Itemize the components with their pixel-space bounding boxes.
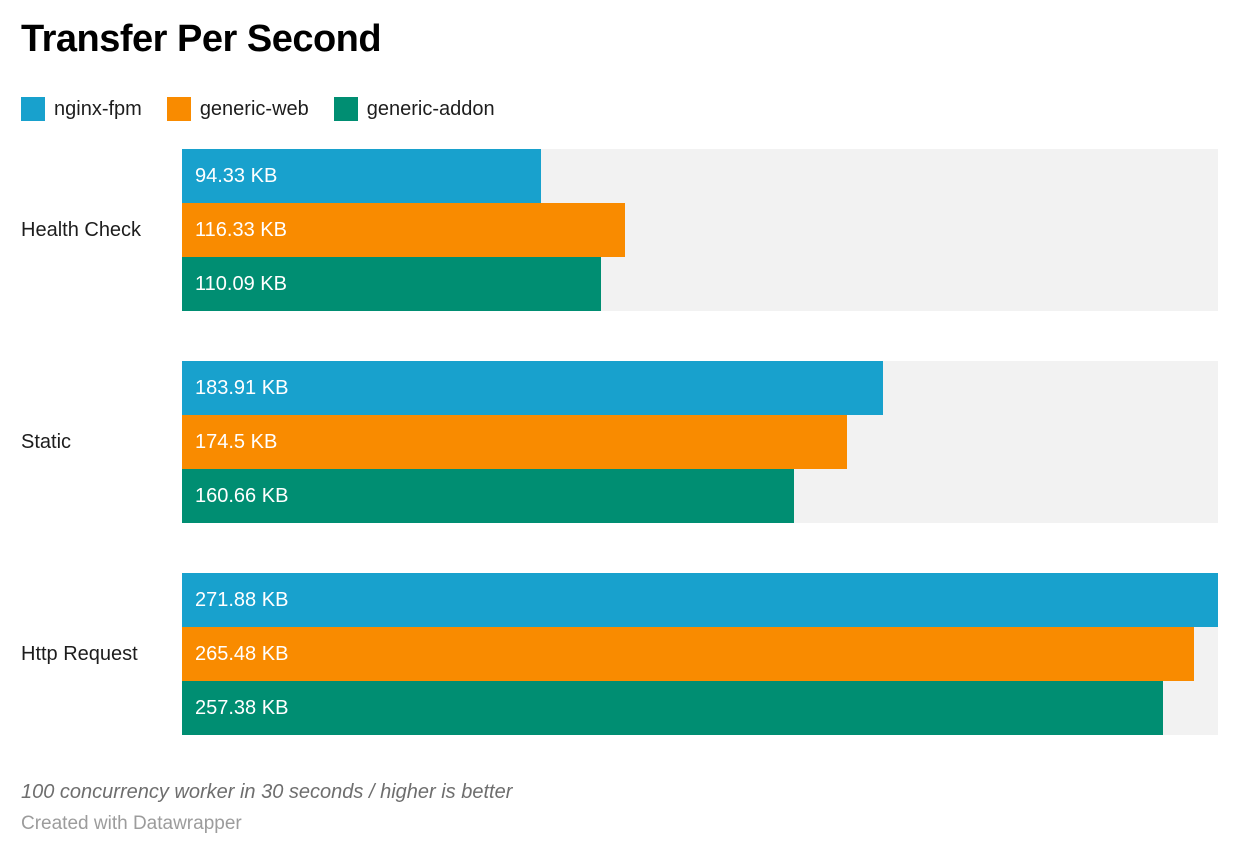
bar-track: 160.66 KB bbox=[182, 469, 1218, 523]
bar-value-label: 116.33 KB bbox=[195, 218, 287, 241]
bar-generic-web: 174.5 KB bbox=[182, 415, 847, 469]
legend-swatch-icon bbox=[333, 97, 358, 121]
bar-generic-addon: 257.38 KB bbox=[182, 681, 1163, 735]
legend-label: nginx-fpm bbox=[54, 98, 142, 120]
bar-track: 94.33 KB bbox=[182, 149, 1218, 203]
legend-label: generic-web bbox=[199, 98, 309, 120]
bar-value-label: 265.48 KB bbox=[195, 642, 289, 665]
bar-generic-addon: 160.66 KB bbox=[182, 469, 795, 523]
bar-group: Http Request 271.88 KB 265.48 KB 257.38 KB bbox=[21, 573, 1218, 735]
bar-track: 110.09 KB bbox=[182, 257, 1218, 311]
bar-track: 174.5 KB bbox=[182, 415, 1218, 469]
bar-track: 271.88 KB bbox=[182, 573, 1218, 627]
bar-track: 116.33 KB bbox=[182, 203, 1218, 257]
bar-value-label: 257.38 KB bbox=[195, 696, 289, 719]
bar-value-label: 174.5 KB bbox=[195, 430, 278, 453]
bar-value-label: 271.88 KB bbox=[195, 588, 289, 611]
legend-item-generic-web: generic-web bbox=[166, 97, 309, 121]
category-label: Health Check bbox=[21, 218, 142, 241]
bar-nginx-fpm: 271.88 KB bbox=[182, 573, 1218, 627]
legend-item-generic-addon: generic-addon bbox=[333, 97, 495, 121]
bar-group: Static 183.91 KB 174.5 KB 160.66 KB bbox=[21, 361, 1218, 523]
bar-rows: 271.88 KB 265.48 KB 257.38 KB bbox=[182, 573, 1218, 735]
bar-generic-web: 116.33 KB bbox=[182, 203, 626, 257]
bar-chart: Health Check 94.33 KB 116.33 KB 110.09 KB St… bbox=[21, 149, 1218, 735]
category-label: Http Request bbox=[21, 642, 138, 665]
legend-swatch-icon bbox=[166, 97, 191, 121]
legend-item-nginx-fpm: nginx-fpm bbox=[21, 97, 142, 121]
bar-value-label: 94.33 KB bbox=[195, 164, 278, 187]
bar-generic-web: 265.48 KB bbox=[182, 627, 1194, 681]
bar-track: 183.91 KB bbox=[182, 361, 1218, 415]
bar-generic-addon: 110.09 KB bbox=[182, 257, 602, 311]
legend-label: generic-addon bbox=[366, 98, 495, 120]
bar-value-label: 110.09 KB bbox=[195, 272, 287, 295]
chart-note: 100 concurrency worker in 30 seconds / h… bbox=[21, 781, 513, 803]
chart-title: Transfer Per Second bbox=[21, 18, 382, 60]
bar-nginx-fpm: 183.91 KB bbox=[182, 361, 883, 415]
bar-value-label: 160.66 KB bbox=[195, 484, 289, 507]
chart-container: Transfer Per Second nginx-fpm generic-web… bbox=[21, 18, 1218, 834]
bar-rows: 94.33 KB 116.33 KB 110.09 KB bbox=[182, 149, 1218, 311]
bar-track: 265.48 KB bbox=[182, 627, 1218, 681]
bar-group: Health Check 94.33 KB 116.33 KB 110.09 KB bbox=[21, 149, 1218, 311]
category-label: Static bbox=[21, 430, 72, 453]
legend-swatch-icon bbox=[21, 97, 45, 121]
bar-nginx-fpm: 94.33 KB bbox=[182, 149, 542, 203]
datawrapper-attribution: Created with Datawrapper bbox=[21, 813, 242, 834]
bar-track: 257.38 KB bbox=[182, 681, 1218, 735]
bar-value-label: 183.91 KB bbox=[195, 376, 289, 399]
legend: nginx-fpm generic-web generic-addon bbox=[21, 97, 1218, 121]
bar-rows: 183.91 KB 174.5 KB 160.66 KB bbox=[182, 361, 1218, 523]
